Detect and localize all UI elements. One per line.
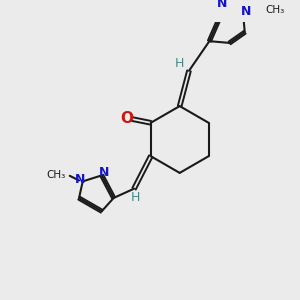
Text: CH₃: CH₃ [47,170,66,180]
Text: N: N [98,166,109,179]
Text: N: N [241,5,251,19]
Text: N: N [217,0,227,10]
Text: N: N [75,173,85,186]
Text: H: H [175,57,184,70]
Text: O: O [120,111,133,126]
Text: H: H [131,191,141,204]
Text: CH₃: CH₃ [266,5,285,15]
